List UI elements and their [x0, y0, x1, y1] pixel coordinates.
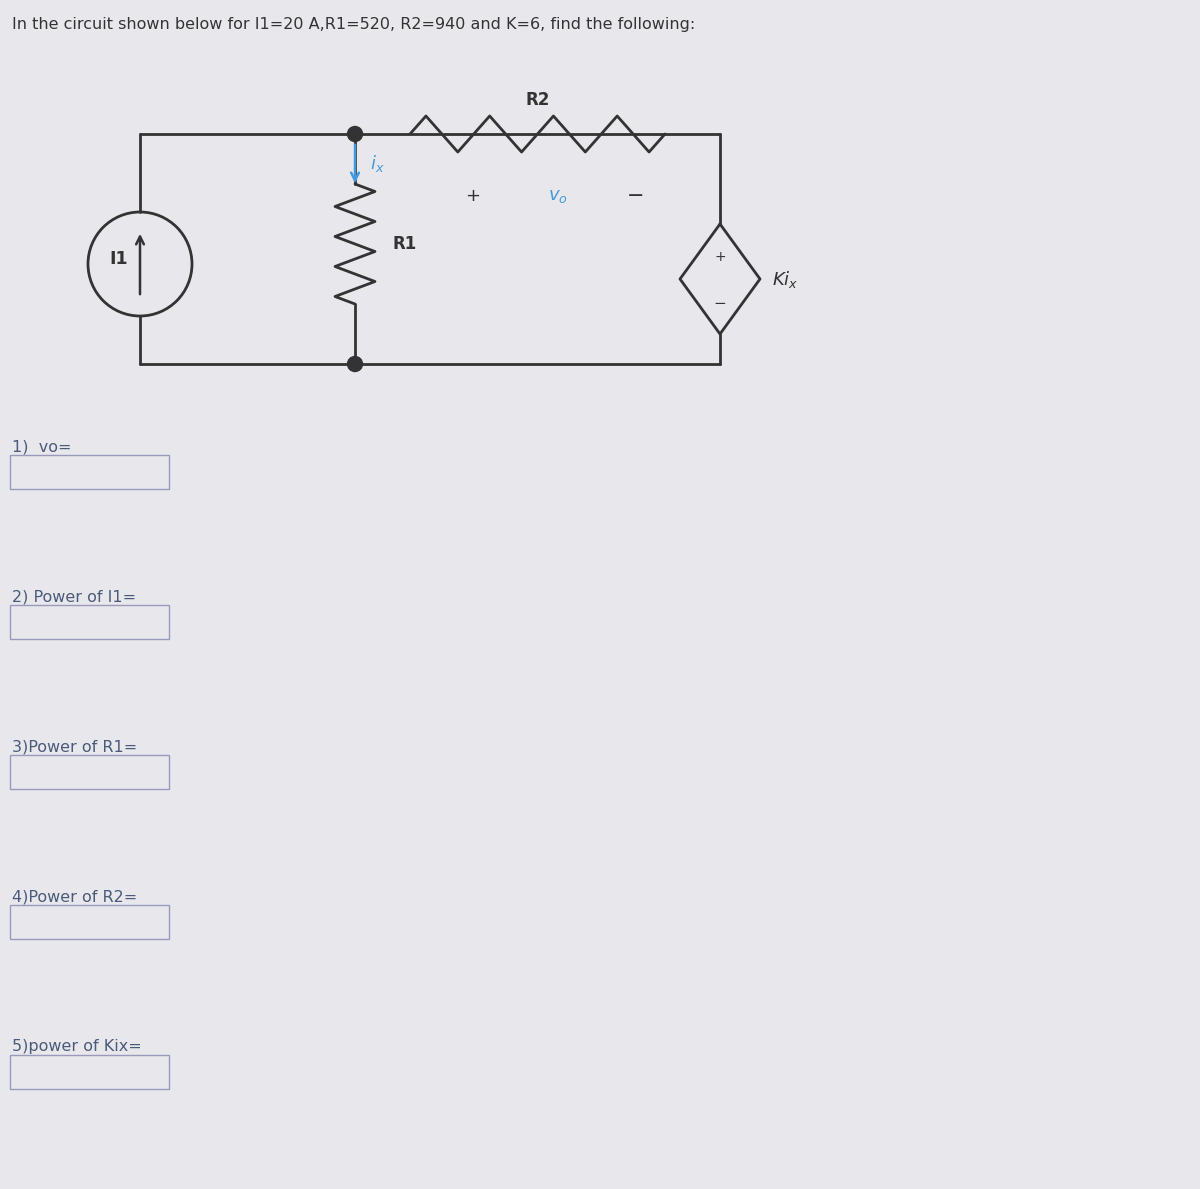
Text: R1: R1 — [394, 235, 418, 253]
Text: +: + — [714, 250, 726, 264]
Text: $v_o$: $v_o$ — [547, 187, 568, 205]
Text: I1: I1 — [109, 250, 128, 268]
FancyBboxPatch shape — [10, 755, 169, 789]
Text: 2) Power of I1=: 2) Power of I1= — [12, 589, 136, 604]
Text: $i_x$: $i_x$ — [370, 153, 384, 175]
FancyBboxPatch shape — [10, 905, 169, 939]
Text: −: − — [714, 296, 726, 312]
Text: +: + — [466, 187, 480, 205]
Circle shape — [348, 357, 362, 371]
Circle shape — [348, 126, 362, 141]
Text: R2: R2 — [526, 92, 550, 109]
FancyBboxPatch shape — [10, 1055, 169, 1089]
Text: In the circuit shown below for I1=20 A,R1=520, R2=940 and K=6, find the followin: In the circuit shown below for I1=20 A,R… — [12, 17, 695, 32]
FancyBboxPatch shape — [10, 455, 169, 489]
Text: 5)power of Kix=: 5)power of Kix= — [12, 1039, 142, 1053]
FancyBboxPatch shape — [10, 605, 169, 638]
Text: 1)  vo=: 1) vo= — [12, 439, 72, 454]
Text: $Ki_x$: $Ki_x$ — [772, 269, 798, 289]
Text: −: − — [626, 185, 644, 206]
Text: 4)Power of R2=: 4)Power of R2= — [12, 889, 137, 904]
Text: 3)Power of R1=: 3)Power of R1= — [12, 740, 137, 754]
